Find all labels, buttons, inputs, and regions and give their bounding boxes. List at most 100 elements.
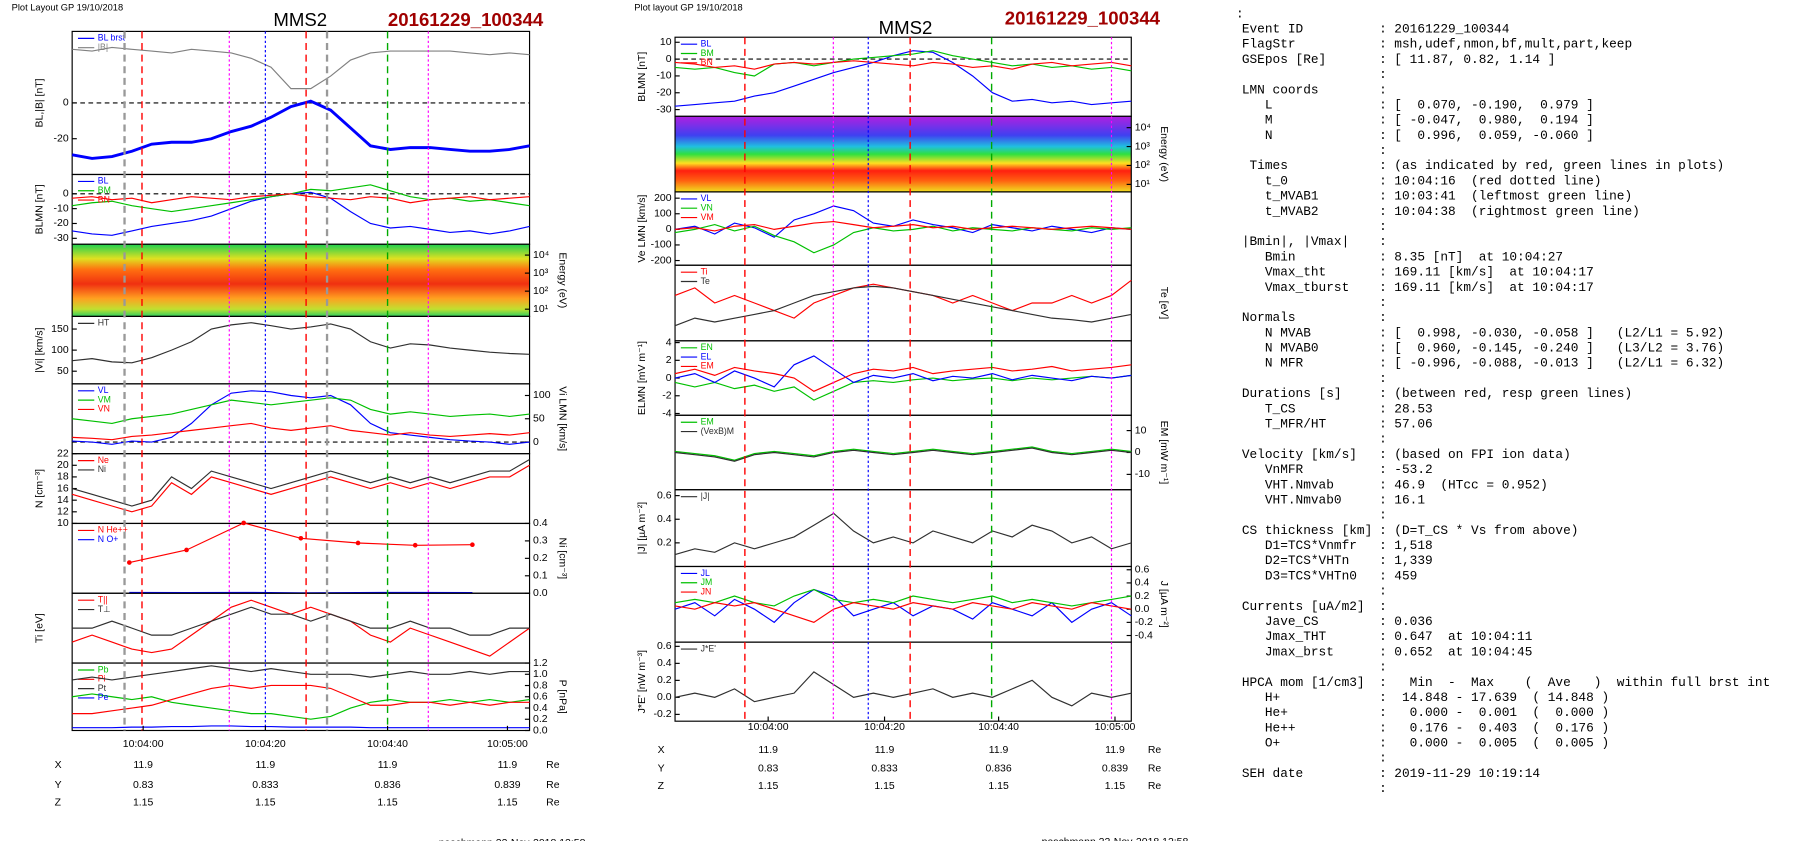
summary-value: 14.848 - 17.639 ( 14.848 ) — [1394, 690, 1609, 705]
y-tick-label: -20 — [656, 88, 671, 99]
legend-entry: VL — [701, 193, 712, 203]
y-tick-label: 0.2 — [657, 675, 672, 686]
y-tick-label: 4 — [666, 337, 672, 348]
y-axis-label: Ni [cm⁻³] — [556, 538, 567, 580]
y-tick-label: 100 — [654, 209, 672, 220]
x-tick-label: 10:04:00 — [748, 722, 789, 733]
position-value: 1.15 — [497, 797, 518, 808]
panel-frame — [71, 453, 531, 525]
y-tick-label: 0 — [1135, 447, 1141, 458]
y-tick-label: 0.3 — [533, 536, 548, 547]
summary-label: L — [1242, 97, 1273, 112]
y-tick-label: 10² — [533, 286, 549, 297]
legend-entry: |B| — [98, 42, 108, 52]
summary-label: Vmax_tht — [1242, 265, 1326, 280]
summary-label: Event ID — [1242, 22, 1304, 37]
legend-entry: EM — [701, 417, 714, 427]
y-axis-label: P [nPa] — [556, 680, 567, 714]
y-axis-label: BL,|B| [nT] — [34, 78, 45, 127]
summary-label: CS thickness [km] — [1242, 523, 1372, 538]
legend-entry: T|| — [98, 595, 108, 605]
summary-label: H+ — [1242, 690, 1280, 705]
summary-label: Vmax_tburst — [1242, 280, 1349, 295]
summary-colon: : — [1379, 736, 1387, 751]
series-line — [129, 522, 473, 564]
summary-value: [ 0.998, -0.030, -0.058 ] (L2/L1 = 5.92) — [1394, 325, 1724, 340]
legend-entry: EL — [701, 351, 712, 361]
series-line — [674, 446, 1132, 461]
y-tick-label: -0.4 — [1135, 630, 1153, 641]
y-tick-label: -0.2 — [654, 709, 672, 720]
summary-colon: : — [1379, 22, 1387, 37]
y-tick-label: 0.2 — [657, 538, 672, 549]
event-id: 20161229_100344 — [1005, 8, 1161, 29]
summary-value: (based on FPI ion data) — [1394, 447, 1570, 462]
event-id: 20161229_100344 — [388, 9, 544, 30]
summary-colon: : — [1379, 629, 1387, 644]
panel-frame — [71, 522, 531, 594]
summary-colon: : — [1379, 508, 1387, 523]
position-label: Y — [658, 764, 665, 775]
x-tick-label: 10:04:40 — [367, 739, 408, 750]
y-tick-label: -0.2 — [1135, 617, 1153, 628]
summary-label: Jave_CS — [1242, 614, 1319, 629]
summary-value: [ 11.87, 0.82, 1.14 ] — [1394, 52, 1555, 67]
y-tick-label: 10² — [1135, 160, 1151, 171]
summary-label: SEH date — [1242, 766, 1303, 781]
summary-label: N MVAB0 — [1242, 341, 1319, 356]
position-label: Z — [658, 781, 665, 792]
summary-label: He+ — [1242, 705, 1288, 720]
position-value: 11.9 — [758, 745, 778, 756]
series-marker — [412, 542, 418, 548]
legend-entry: Ti — [701, 266, 708, 276]
series-marker — [241, 520, 247, 526]
series-line — [674, 279, 1132, 319]
summary-value: 0.176 - 0.403 ( 0.176 ) — [1394, 720, 1609, 735]
position-value: 1.15 — [377, 797, 398, 808]
y-tick-label: 0 — [666, 54, 672, 65]
summary-value: 0.647 at 10:04:11 — [1394, 629, 1532, 644]
summary-colon: : — [1379, 295, 1387, 310]
y-axis-label: Vi LMN [km/s] — [556, 386, 567, 451]
summary-label: Bmin — [1242, 249, 1296, 264]
legend-entry: JN — [701, 586, 712, 596]
y-tick-label: 0 — [666, 373, 672, 384]
y-tick-label: 1.0 — [533, 669, 548, 680]
position-value: 0.83 — [133, 780, 154, 791]
summary-colon: : — [1379, 462, 1387, 477]
y-axis-label: |Vi| [km/s] — [34, 327, 45, 372]
summary-colon: : — [1379, 584, 1387, 599]
summary-label: VHT.Nmvab0 — [1242, 492, 1342, 507]
x-tick-label: 10:04:20 — [864, 722, 905, 733]
series-line — [72, 684, 530, 715]
position-value: 11.9 — [498, 760, 518, 771]
spectrogram — [675, 116, 1132, 192]
y-tick-label: 0.4 — [657, 658, 672, 669]
summary-colon: : — [1379, 234, 1387, 249]
legend-entry: BM — [701, 48, 714, 58]
y-tick-label: 1.2 — [533, 658, 548, 669]
summary-colon: : — [1379, 766, 1387, 781]
y-tick-label: 0 — [533, 437, 539, 448]
summary-colon: : — [1379, 356, 1387, 371]
summary-label: Normals — [1242, 310, 1296, 325]
summary-colon: : — [1379, 705, 1387, 720]
summary-colon: : — [1379, 751, 1387, 766]
x-tick-label: 10:04:00 — [123, 739, 164, 750]
series-line — [72, 725, 530, 729]
summary-colon: : — [1379, 386, 1387, 401]
summary-colon: : — [1236, 6, 1244, 21]
position-value: 1.15 — [874, 781, 895, 792]
series-line — [674, 221, 1132, 232]
summary-value: 20161229_100344 — [1394, 22, 1509, 37]
summary-value: (D=T_CS * Vs from above) — [1394, 523, 1578, 538]
position-value: 0.836 — [985, 764, 1011, 775]
summary-label: GSEpos [Re] — [1242, 52, 1326, 67]
summary-colon: : — [1379, 325, 1387, 340]
y-tick-label: 100 — [51, 345, 69, 356]
series-line — [72, 390, 530, 445]
y-tick-label: 0.2 — [533, 553, 548, 564]
summary-label: VnMFR — [1242, 462, 1304, 477]
summary-value: [ 0.996, 0.059, -0.060 ] — [1394, 128, 1593, 143]
